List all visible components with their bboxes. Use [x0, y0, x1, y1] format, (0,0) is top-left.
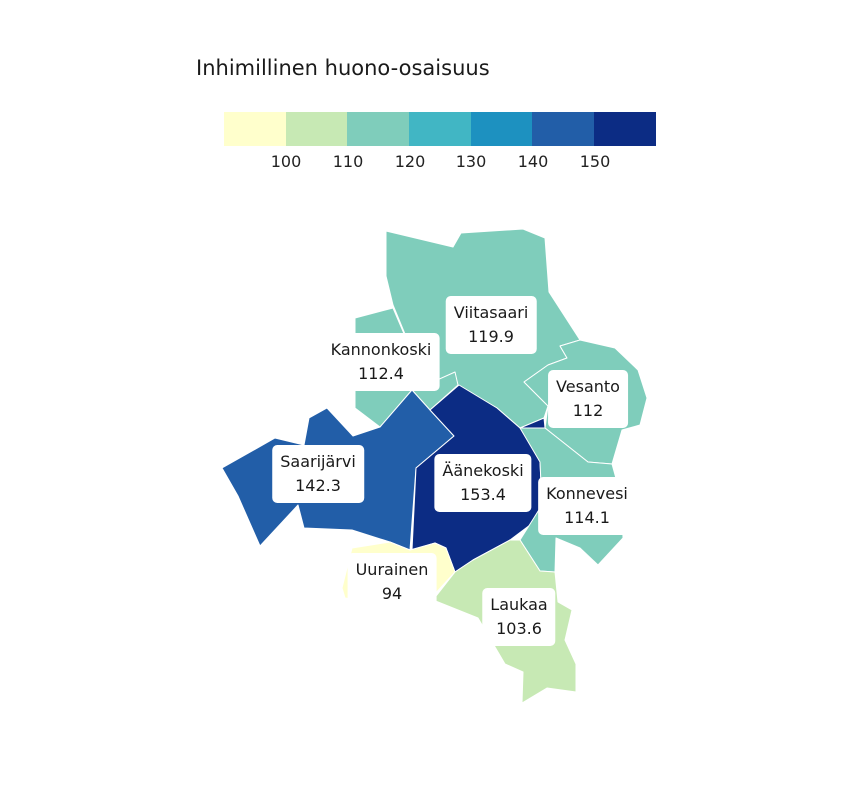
legend-tick: 110	[332, 152, 364, 171]
region-value: 112.4	[358, 364, 404, 383]
legend-tick: 140	[517, 152, 549, 171]
region-value: 119.9	[468, 327, 514, 346]
region-name: Uurainen	[355, 560, 429, 579]
legend-tick: 150	[579, 152, 611, 171]
region-name: Äänekoski	[442, 461, 524, 480]
legend-swatch-5	[470, 112, 533, 146]
region-name: Viitasaari	[453, 303, 529, 322]
label-vesanto: Vesanto 112	[548, 370, 628, 428]
region-name: Kannonkoski	[330, 340, 432, 359]
label-viitasaari: Viitasaari 119.9	[445, 296, 537, 354]
region-value: 114.1	[564, 508, 610, 527]
legend-tick: 120	[394, 152, 426, 171]
region-value: 112	[572, 401, 604, 420]
region-value: 94	[381, 584, 403, 603]
label-saarijarvi: Saarijärvi 142.3	[272, 445, 364, 503]
region-value: 103.6	[496, 619, 542, 638]
label-konnevesi: Konnevesi 114.1	[538, 477, 636, 535]
label-aanekoski: Äänekoski 153.4	[434, 454, 532, 512]
legend-tick: 130	[455, 152, 487, 171]
legend-title: Inhimillinen huono-osaisuus	[196, 56, 490, 80]
label-uurainen: Uurainen 94	[347, 553, 437, 611]
region-name: Saarijärvi	[280, 452, 356, 471]
legend-swatch-1	[224, 112, 286, 146]
legend-color-bar	[224, 112, 656, 146]
region-name: Konnevesi	[546, 484, 628, 503]
label-laukaa: Laukaa 103.6	[482, 588, 556, 646]
region-name: Laukaa	[490, 595, 548, 614]
region-value: 153.4	[460, 485, 506, 504]
legend-swatch-4	[409, 112, 471, 146]
legend-tick: 100	[270, 152, 302, 171]
region-name: Vesanto	[556, 377, 620, 396]
legend-ticks: 100 110 120 130 140 150	[0, 152, 864, 176]
legend-swatch-6	[532, 112, 595, 146]
legend-swatch-7	[594, 112, 656, 146]
legend-swatch-3	[347, 112, 410, 146]
region-value: 142.3	[295, 476, 341, 495]
label-kannonkoski: Kannonkoski 112.4	[322, 333, 440, 391]
legend-swatch-2	[285, 112, 348, 146]
